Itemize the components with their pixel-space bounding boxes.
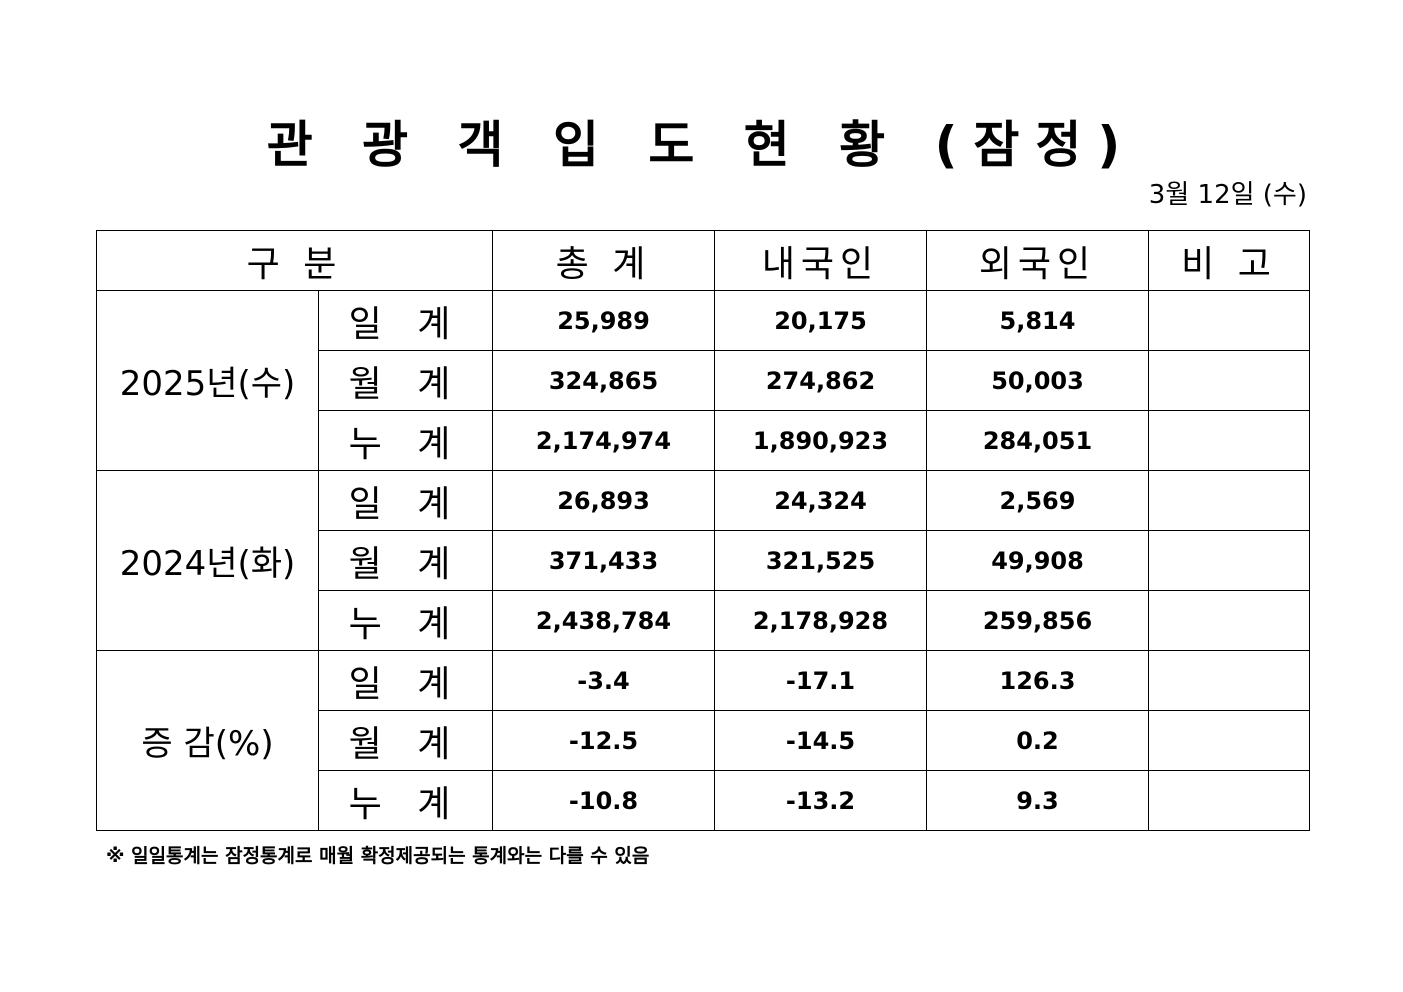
foreign-cell: 126.3	[926, 650, 1149, 711]
domestic-cell: 2,178,928	[714, 590, 927, 651]
total-cell: 2,438,784	[492, 590, 715, 651]
header-foreign: 외국인	[926, 230, 1149, 291]
domestic-cell: -13.2	[714, 770, 927, 831]
domestic-cell: 1,890,923	[714, 410, 927, 471]
table-row: 월 계 371,433 321,525 49,908	[97, 530, 1310, 591]
remark-cell	[1148, 710, 1310, 771]
table-row: 누 계 -10.8 -13.2 9.3	[97, 770, 1310, 831]
table-row: 월 계 -12.5 -14.5 0.2	[97, 710, 1310, 771]
total-cell: 324,865	[492, 350, 715, 411]
domestic-cell: 274,862	[714, 350, 927, 411]
row-label: 월 계	[318, 530, 493, 591]
foreign-cell: 2,569	[926, 470, 1149, 531]
domestic-cell: 24,324	[714, 470, 927, 531]
total-cell: -3.4	[492, 650, 715, 711]
header-domestic: 내국인	[714, 230, 927, 291]
row-label: 월 계	[318, 350, 493, 411]
remark-cell	[1148, 650, 1310, 711]
domestic-cell: 20,175	[714, 290, 927, 351]
total-cell: -10.8	[492, 770, 715, 831]
header-category: 구 분	[96, 230, 493, 291]
domestic-cell: -17.1	[714, 650, 927, 711]
total-cell: 2,174,974	[492, 410, 715, 471]
group-label: 증 감(%)	[96, 650, 319, 831]
row-label: 누 계	[318, 590, 493, 651]
group-label: 2024년(화)	[96, 470, 319, 651]
table-row: 누 계 2,174,974 1,890,923 284,051	[97, 410, 1310, 471]
row-label: 일 계	[318, 470, 493, 531]
table-row: 2025년(수) 일 계 25,989 20,175 5,814	[96, 290, 1310, 471]
total-cell: 25,989	[492, 290, 715, 351]
total-cell: -12.5	[492, 710, 715, 771]
domestic-cell: 321,525	[714, 530, 927, 591]
table-row: 2024년(화) 일 계 26,893 24,324 2,569	[96, 470, 1310, 651]
row-label: 누 계	[318, 770, 493, 831]
table-row: 증 감(%) 일 계 -3.4 -17.1 126.3	[96, 650, 1310, 831]
row-label: 월 계	[318, 710, 493, 771]
foreign-cell: 284,051	[926, 410, 1149, 471]
remark-cell	[1148, 590, 1310, 651]
row-label: 일 계	[318, 290, 493, 351]
remark-cell	[1148, 470, 1310, 531]
foreign-cell: 9.3	[926, 770, 1149, 831]
report-date: 3월 12일 (수)	[1148, 180, 1307, 210]
table-row: 누 계 2,438,784 2,178,928 259,856	[97, 590, 1310, 651]
remark-cell	[1148, 530, 1310, 591]
foreign-cell: 49,908	[926, 530, 1149, 591]
foreign-cell: 5,814	[926, 290, 1149, 351]
remark-cell	[1148, 350, 1310, 411]
remark-cell	[1148, 410, 1310, 471]
footnote: ※ 일일통계는 잠정통계로 매월 확정제공되는 통계와는 다를 수 있음	[106, 845, 650, 867]
remark-cell	[1148, 770, 1310, 831]
group-label: 2025년(수)	[96, 290, 319, 471]
remark-cell	[1148, 290, 1310, 351]
row-label: 누 계	[318, 410, 493, 471]
foreign-cell: 259,856	[926, 590, 1149, 651]
page-title: 관 광 객 입 도 현 황 (잠정)	[266, 116, 1137, 174]
visitor-stats-table: 구 분 총 계 내국인 외국인 비 고 2025년(수) 일 계 25,989 …	[96, 230, 1310, 831]
total-cell: 26,893	[492, 470, 715, 531]
foreign-cell: 50,003	[926, 350, 1149, 411]
header-total: 총 계	[492, 230, 715, 291]
table-header-row: 구 분 총 계 내국인 외국인 비 고	[96, 230, 1310, 291]
domestic-cell: -14.5	[714, 710, 927, 771]
foreign-cell: 0.2	[926, 710, 1149, 771]
total-cell: 371,433	[492, 530, 715, 591]
row-label: 일 계	[318, 650, 493, 711]
header-remark: 비 고	[1148, 230, 1310, 291]
